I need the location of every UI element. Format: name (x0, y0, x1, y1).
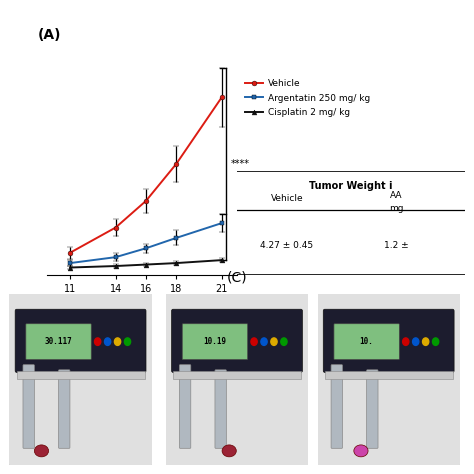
Legend: Vehicle, Argentatin 250 mg/ kg, Cisplatin 2 mg/ kg: Vehicle, Argentatin 250 mg/ kg, Cisplati… (242, 76, 374, 121)
Ellipse shape (354, 445, 368, 457)
FancyBboxPatch shape (162, 290, 311, 469)
FancyBboxPatch shape (172, 309, 302, 373)
Text: AA: AA (390, 191, 402, 201)
FancyBboxPatch shape (323, 309, 454, 373)
Text: (days): (days) (47, 334, 78, 344)
Circle shape (271, 338, 277, 346)
Bar (17, 371, 145, 379)
Text: 1.2 ±: 1.2 ± (384, 241, 409, 250)
Text: Tumor Weight i: Tumor Weight i (309, 181, 392, 191)
Text: (C): (C) (227, 270, 247, 284)
Text: Vehicle: Vehicle (271, 193, 303, 202)
Ellipse shape (35, 445, 49, 457)
Circle shape (104, 338, 111, 346)
Circle shape (251, 338, 257, 346)
FancyBboxPatch shape (26, 324, 91, 360)
FancyBboxPatch shape (23, 365, 35, 448)
Text: 10.19: 10.19 (203, 337, 227, 346)
Circle shape (281, 338, 287, 346)
Circle shape (412, 338, 419, 346)
Circle shape (402, 338, 409, 346)
FancyBboxPatch shape (314, 290, 463, 469)
Bar (325, 371, 453, 379)
Text: mg: mg (389, 204, 403, 213)
Text: 30.117: 30.117 (45, 337, 73, 346)
FancyBboxPatch shape (215, 370, 226, 448)
Text: ****: **** (231, 159, 250, 169)
FancyBboxPatch shape (182, 324, 247, 360)
FancyBboxPatch shape (6, 290, 155, 469)
FancyBboxPatch shape (59, 370, 70, 448)
Bar (173, 371, 301, 379)
Circle shape (261, 338, 267, 346)
Text: 10.: 10. (360, 337, 374, 346)
Circle shape (94, 338, 101, 346)
FancyBboxPatch shape (334, 324, 399, 360)
FancyBboxPatch shape (331, 365, 342, 448)
Circle shape (422, 338, 429, 346)
Text: (A): (A) (38, 28, 62, 43)
FancyBboxPatch shape (367, 370, 378, 448)
Circle shape (114, 338, 121, 346)
FancyBboxPatch shape (15, 309, 146, 373)
Ellipse shape (222, 445, 236, 457)
FancyBboxPatch shape (179, 365, 191, 448)
Text: 4.27 ± 0.45: 4.27 ± 0.45 (261, 241, 314, 250)
Circle shape (124, 338, 131, 346)
Circle shape (432, 338, 439, 346)
